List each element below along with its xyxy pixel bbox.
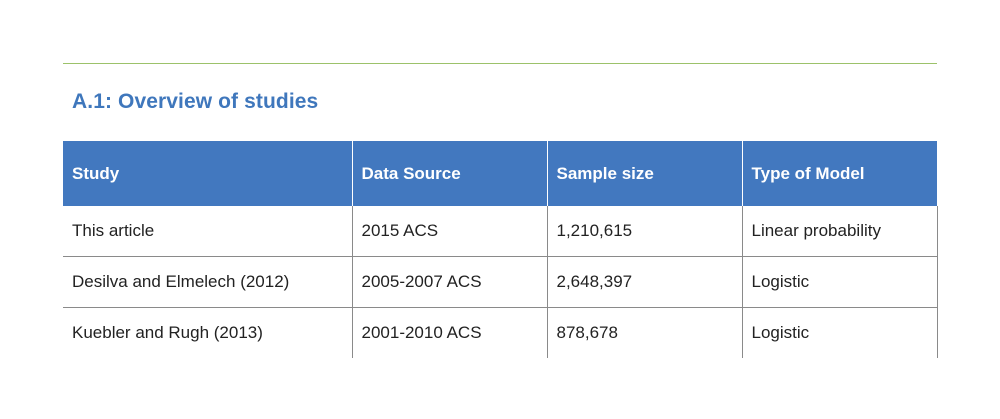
column-header-model-type: Type of Model — [741, 141, 937, 206]
table-row: Desilva and Elmelech (2012) 2005-2007 AC… — [63, 256, 938, 308]
cell-data-source: 2001-2010 ACS — [351, 307, 547, 358]
cell-study: Desilva and Elmelech (2012) — [63, 256, 352, 308]
cell-model-type: Linear probability — [741, 206, 938, 257]
column-header-sample-size: Sample size — [546, 141, 742, 206]
cell-model-type: Logistic — [741, 307, 938, 358]
cell-study: This article — [72, 221, 155, 240]
table-row: This article 2015 ACS 1,210,615 Linear p… — [63, 206, 938, 257]
cell-sample-size: 878,678 — [546, 307, 742, 358]
cell-sample-size: 2,648,397 — [546, 256, 742, 308]
table-body: This article 2015 ACS 1,210,615 Linear p… — [63, 206, 938, 358]
table-header: Study Data Source Sample size Type of Mo… — [63, 141, 937, 206]
cell-data-source: 2015 ACS — [351, 206, 547, 257]
studies-table: Study Data Source Sample size Type of Mo… — [63, 141, 938, 358]
table-title: A.1: Overview of studies — [72, 90, 319, 113]
cell-model-type: Logistic — [741, 256, 938, 308]
top-divider — [63, 63, 937, 64]
cell-data-source: 2005-2007 ACS — [351, 256, 547, 308]
header-row: Study Data Source Sample size Type of Mo… — [63, 141, 937, 206]
table-row: Kuebler and Rugh (2013) 2001-2010 ACS 87… — [63, 307, 938, 358]
column-header-data-source: Data Source — [351, 141, 547, 206]
column-header-study: Study — [63, 141, 352, 206]
cell-study: Kuebler and Rugh (2013) — [63, 307, 352, 358]
cell-sample-size: 1,210,615 — [546, 206, 742, 257]
